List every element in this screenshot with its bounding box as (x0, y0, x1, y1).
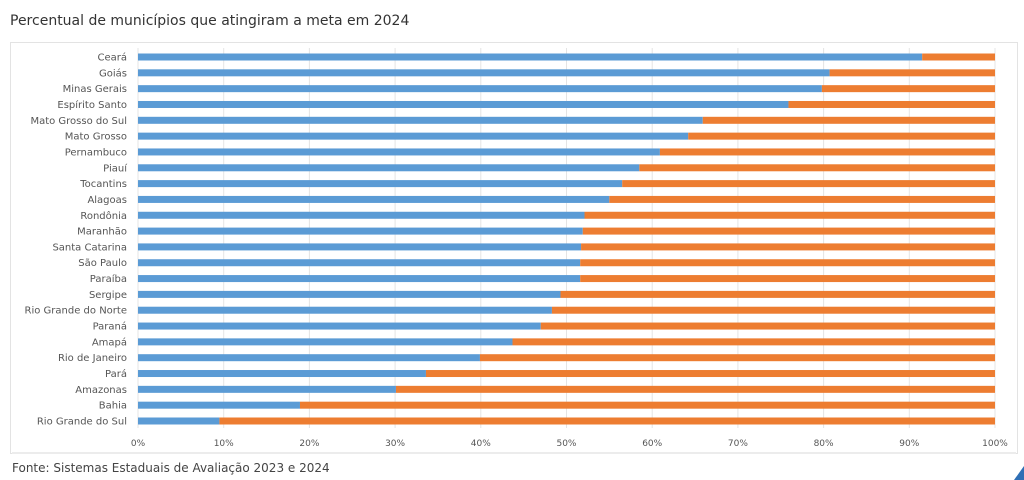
bar-segment-blue (138, 227, 583, 235)
bar-segment-orange (540, 322, 995, 330)
bar-segment-blue (138, 116, 703, 124)
category-label: Rio Grande do Sul (37, 417, 127, 428)
x-tick-label: 90% (899, 439, 919, 449)
bar-segment-blue (138, 306, 552, 314)
bar-segment-orange (299, 401, 995, 409)
bar-segment-blue (138, 370, 426, 378)
bar-segment-orange (829, 69, 995, 77)
bar-segment-orange (580, 259, 995, 267)
category-label: Minas Gerais (63, 84, 127, 95)
category-label: Goiás (99, 67, 127, 79)
category-label: Rio Grande do Norte (25, 306, 127, 317)
category-label: Maranhão (77, 227, 127, 238)
bar-segment-blue (138, 401, 300, 409)
bar-segment-blue (138, 85, 822, 93)
bar-segment-blue (138, 132, 689, 140)
bar-segment-blue (138, 69, 830, 77)
x-tick-label: 80% (814, 439, 834, 449)
bar-segment-blue (138, 164, 640, 172)
bar-segment-blue (138, 354, 480, 362)
category-label: Bahia (99, 401, 127, 412)
x-tick-label: 40% (471, 439, 491, 449)
category-label: Amapá (92, 336, 127, 348)
category-label: Sergipe (89, 290, 127, 301)
category-label: Amazonas (75, 385, 127, 396)
bar-segment-orange (582, 227, 995, 235)
x-tick-label: 70% (728, 439, 748, 449)
source-note: Fonte: Sistemas Estaduais de Avaliação 2… (12, 461, 330, 475)
chart-title: Percentual de municípios que atingiram a… (10, 13, 410, 29)
bar-segment-orange (622, 180, 995, 188)
bar-segment-orange (479, 354, 995, 362)
x-tick-label: 20% (299, 439, 319, 449)
bar-segment-blue (138, 417, 220, 425)
bar-segment-orange (395, 385, 995, 393)
bar-segment-orange (512, 338, 995, 346)
bar-segment-orange (551, 306, 995, 314)
bar-segment-orange (609, 195, 995, 203)
bar-segment-orange (788, 100, 995, 108)
bar-segment-blue (138, 322, 541, 330)
bar-segment-blue (138, 275, 581, 283)
bar-segment-blue (138, 211, 585, 219)
category-label: Mato Grosso do Sul (30, 116, 127, 127)
bar-segment-blue (138, 259, 581, 267)
x-tick-label: 100% (982, 439, 1008, 449)
category-label: Mato Grosso (65, 132, 127, 143)
x-tick-label: 0% (131, 439, 146, 449)
bar-segment-blue (138, 385, 396, 393)
bar-segment-blue (138, 180, 623, 188)
bar-segment-orange (425, 370, 995, 378)
bar-segment-orange (584, 211, 995, 219)
panel-shadow (12, 452, 1016, 454)
category-label: Paraíba (90, 273, 127, 285)
bar-segment-blue (138, 53, 923, 61)
category-label: São Paulo (78, 258, 127, 269)
x-tick-label: 10% (214, 439, 234, 449)
bar-segment-blue (138, 195, 610, 203)
category-label: Pará (105, 368, 127, 380)
bar-segment-orange (639, 164, 995, 172)
category-label: Tocantins (79, 179, 127, 190)
bar-segment-blue (138, 148, 660, 156)
category-label: Espírito Santo (57, 99, 127, 111)
category-label: Santa Catarina (52, 242, 127, 253)
bar-segment-orange (688, 132, 995, 140)
category-label: Alagoas (87, 195, 127, 206)
category-label: Pernambuco (65, 147, 127, 158)
category-label: Paraná (93, 321, 127, 333)
bar-segment-orange (659, 148, 995, 156)
bar-segment-orange (821, 85, 995, 93)
category-label: Rondônia (80, 210, 127, 222)
x-tick-label: 50% (556, 439, 576, 449)
bar-segment-orange (702, 116, 995, 124)
bar-segment-orange (560, 290, 995, 298)
bar-segment-orange (922, 53, 995, 61)
bar-segment-orange (219, 417, 996, 425)
bar-segment-blue (138, 100, 789, 108)
x-tick-label: 30% (385, 439, 405, 449)
category-label: Ceará (97, 52, 127, 64)
x-tick-label: 60% (642, 439, 662, 449)
bar-segment-blue (138, 290, 561, 298)
category-label: Piauí (103, 162, 128, 174)
corner-logo-mark (1014, 466, 1024, 480)
bar-segment-blue (138, 338, 513, 346)
bar-segment-orange (581, 243, 995, 251)
bar-segment-blue (138, 243, 582, 251)
category-label: Rio de Janeiro (58, 353, 127, 364)
bar-segment-orange (580, 275, 995, 283)
